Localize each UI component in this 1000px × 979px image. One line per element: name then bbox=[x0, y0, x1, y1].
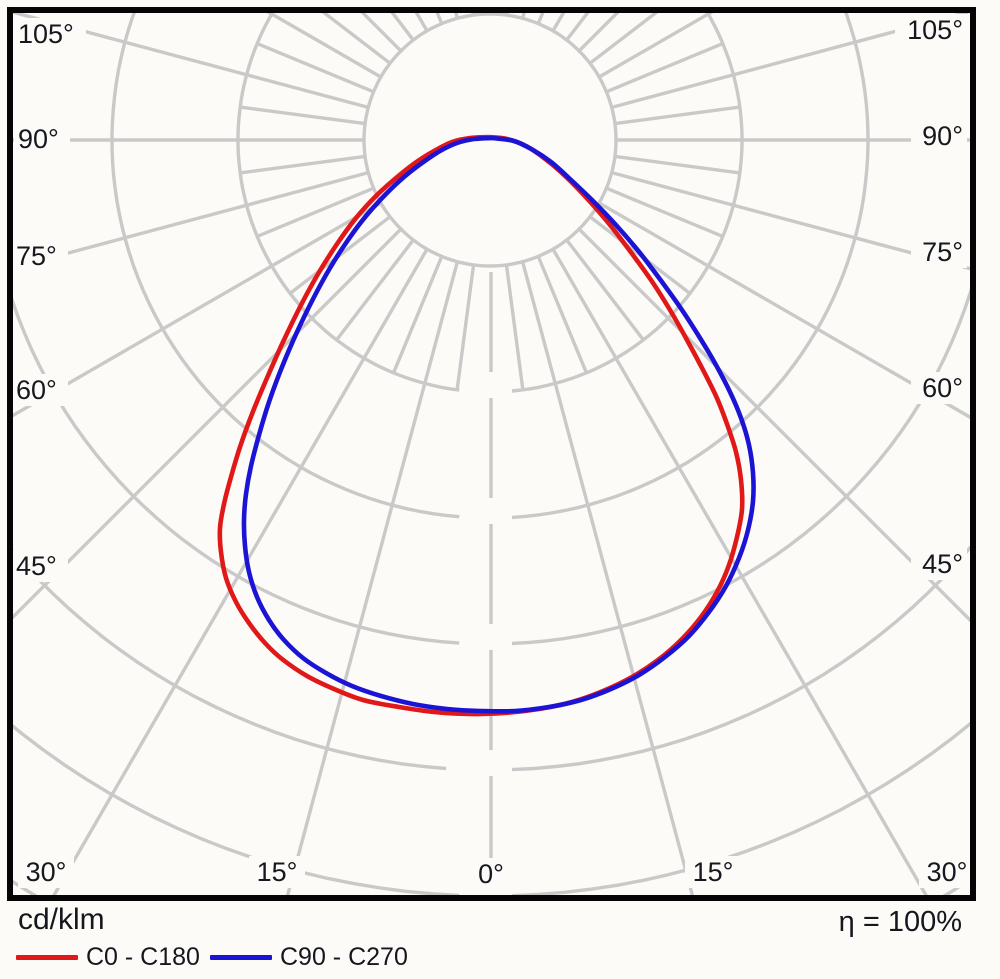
grid-tick bbox=[239, 105, 366, 126]
gamma-label: 75° bbox=[16, 241, 57, 271]
gamma-label: 75° bbox=[922, 237, 963, 267]
grid-ring bbox=[110, 13, 870, 520]
gamma-label: 15° bbox=[693, 857, 734, 887]
gamma-label-mask bbox=[14, 18, 86, 50]
grid-ray bbox=[13, 170, 369, 270]
gamma-label-mask bbox=[249, 856, 305, 888]
grid-ring bbox=[13, 545, 970, 772]
gamma-label-mask bbox=[14, 123, 70, 155]
grid-tick bbox=[256, 186, 375, 239]
grid-tick bbox=[605, 41, 724, 94]
chart-border bbox=[7, 7, 976, 901]
grid-tick bbox=[256, 41, 375, 94]
grid-ray bbox=[13, 201, 382, 418]
legend-label-c0-c180: C0 - C180 bbox=[86, 943, 200, 971]
gamma-label: 90° bbox=[18, 124, 59, 154]
grid-tick bbox=[239, 154, 366, 175]
grid-ray bbox=[551, 248, 928, 895]
legend-label-c90-c270: C90 - C270 bbox=[280, 943, 408, 971]
grid-tick bbox=[565, 13, 590, 42]
gamma-label: 45° bbox=[922, 549, 963, 579]
grid-tick bbox=[335, 238, 415, 341]
grid-tick bbox=[321, 13, 392, 65]
grid-ray bbox=[13, 13, 369, 110]
gamma-label-mask bbox=[12, 240, 68, 272]
gamma-label: 105° bbox=[907, 15, 963, 45]
gamma-label-mask bbox=[12, 374, 68, 406]
grid-tick bbox=[588, 13, 659, 65]
grid-tick bbox=[536, 255, 589, 374]
grid-tick bbox=[614, 105, 741, 126]
grid-ray bbox=[13, 227, 403, 620]
gamma-label: 30° bbox=[26, 857, 67, 887]
gamma-label-mask bbox=[911, 120, 967, 152]
gamma-labels: 105° 90° 75° 60° 45° 105° 90° 75° 60° 45° 30° 15° 0°… bbox=[12, 14, 975, 890]
grid-ray bbox=[611, 170, 970, 271]
legend-swatch-c90-c270 bbox=[210, 955, 272, 960]
gamma-label: 0° bbox=[478, 859, 504, 889]
grid-tick bbox=[391, 255, 444, 374]
grid-tick bbox=[614, 154, 741, 175]
gamma-label: 45° bbox=[16, 551, 57, 581]
gamma-label-mask bbox=[919, 856, 975, 888]
legend-swatch-c0-c180 bbox=[16, 955, 78, 960]
grid-ray bbox=[52, 248, 429, 895]
grid-ring bbox=[236, 13, 744, 393]
gamma-label-mask bbox=[685, 856, 741, 888]
gamma-label: 60° bbox=[16, 375, 57, 405]
grid-tick bbox=[455, 264, 476, 391]
curve-c0-c180 bbox=[217, 134, 745, 717]
grid-tick bbox=[565, 238, 645, 341]
grid-ring bbox=[13, 287, 970, 646]
radial-unit-label: cd/klm bbox=[18, 903, 105, 936]
grid-ray bbox=[520, 261, 695, 895]
curve-c90-c270 bbox=[241, 135, 756, 714]
grid-tick bbox=[504, 264, 525, 391]
gamma-label-mask bbox=[18, 856, 74, 888]
gamma-label: 105° bbox=[18, 19, 74, 49]
gamma-label-mask bbox=[911, 372, 967, 404]
gamma-label-mask bbox=[12, 550, 68, 582]
grid-ray bbox=[598, 201, 970, 420]
gamma-label: 60° bbox=[922, 373, 963, 403]
grid-ray bbox=[611, 13, 970, 110]
gamma-label: 30° bbox=[927, 857, 968, 887]
gamma-label-mask bbox=[911, 548, 967, 580]
gamma-label-mask bbox=[911, 236, 967, 268]
gamma-label: 15° bbox=[257, 857, 298, 887]
light-output-ratio-label: η = 100% bbox=[838, 906, 962, 938]
grid-tick bbox=[605, 186, 724, 239]
gamma-label-mask bbox=[471, 858, 511, 890]
gamma-label-mask bbox=[895, 14, 967, 46]
grid-tick bbox=[390, 13, 415, 42]
gamma-label: 90° bbox=[922, 121, 963, 151]
grid-ray bbox=[285, 261, 460, 895]
